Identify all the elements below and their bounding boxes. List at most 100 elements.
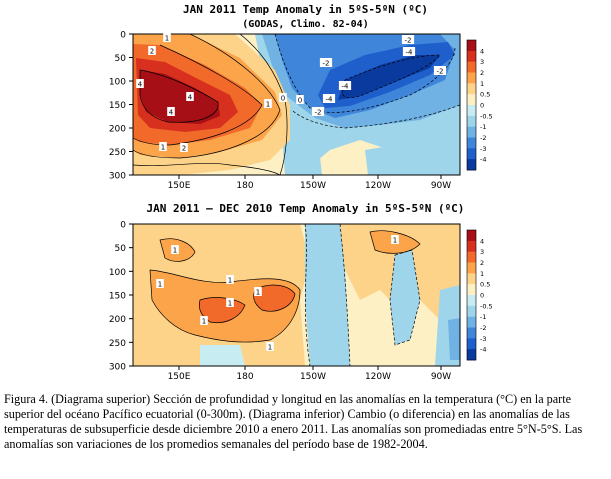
contour-label-bg bbox=[264, 99, 272, 108]
colorbar-tick-label: -4 bbox=[480, 156, 486, 164]
bot-contour-a bbox=[149, 269, 301, 343]
figure-caption: Figura 4. (Diagrama superior) Sección de… bbox=[4, 392, 604, 452]
colorbar-tick-label: -2 bbox=[480, 324, 486, 332]
contour-label-bg bbox=[322, 94, 336, 103]
contour-label: 1 bbox=[256, 289, 260, 297]
bot-contour-h bbox=[389, 249, 421, 346]
colorbar-swatch bbox=[467, 159, 476, 171]
bot-contour-e bbox=[369, 230, 421, 254]
colorbar-swatch bbox=[467, 105, 476, 117]
top-neg4-area bbox=[338, 55, 440, 100]
colorbar-swatch bbox=[467, 284, 476, 296]
contour-label: 1 bbox=[161, 144, 165, 152]
contour-label: -2 bbox=[323, 60, 330, 68]
x-tick-label: 150W bbox=[300, 372, 326, 382]
colorbar-swatch bbox=[467, 115, 476, 128]
colorbar-swatch bbox=[467, 50, 476, 63]
x-tick-label: 180 bbox=[236, 181, 253, 191]
y-tick-label: 50 bbox=[115, 244, 127, 254]
contour-label: 2 bbox=[150, 48, 154, 56]
y-tick-label: 250 bbox=[109, 148, 126, 158]
contour-label: 2 bbox=[182, 145, 186, 153]
colorbar-swatch bbox=[467, 83, 476, 95]
colorbar-swatch bbox=[467, 61, 476, 73]
contour-label-bg bbox=[402, 47, 416, 56]
top-neg-lower2 bbox=[365, 145, 400, 175]
y-tick-label: 150 bbox=[109, 101, 126, 111]
bot-pos2-area2 bbox=[253, 285, 295, 312]
contour-label: 0 bbox=[281, 95, 285, 103]
caption-text: (Diagrama superior) Sección de profundid… bbox=[4, 392, 583, 451]
colorbar-swatch bbox=[467, 305, 476, 318]
contour-label: 4 bbox=[188, 94, 193, 102]
top-contour-m0 bbox=[291, 104, 460, 129]
contour-label-bg bbox=[180, 143, 188, 152]
contour-label-bg bbox=[159, 142, 167, 151]
x-tick-label: 150W bbox=[300, 181, 326, 191]
x-tick-label: 120W bbox=[365, 181, 391, 191]
colorbar-tick-label: -3 bbox=[480, 145, 486, 153]
colorbar-swatch bbox=[467, 327, 476, 339]
bot-contour-b bbox=[198, 297, 246, 324]
y-tick-label: 150 bbox=[109, 292, 126, 302]
contour-label: 1 bbox=[268, 344, 272, 352]
y-tick-label: 200 bbox=[109, 315, 126, 325]
contour-label-bg bbox=[338, 81, 352, 90]
contour-label-bg bbox=[163, 33, 171, 42]
colorbar-swatch bbox=[467, 273, 476, 285]
contour-label-bg bbox=[167, 107, 175, 116]
contour-label-bg bbox=[136, 79, 144, 88]
colorbar-tick-label: 0 bbox=[480, 292, 484, 300]
colorbar-swatch bbox=[467, 126, 476, 138]
contour-label: 1 bbox=[266, 101, 270, 109]
top-contour-2 bbox=[133, 44, 263, 146]
y-tick-label: 200 bbox=[109, 125, 126, 135]
contour-label: 1 bbox=[158, 281, 162, 289]
contour-label-bg bbox=[319, 58, 333, 67]
top-pos4-area bbox=[140, 70, 220, 124]
contour-label: -4 bbox=[406, 49, 414, 57]
x-tick-label: 90W bbox=[431, 181, 451, 191]
colorbar-swatch bbox=[467, 251, 476, 263]
bottom-colorbar: 4 3 2 1 0.5 0 -0.5 -1 -2 -3 -4 bbox=[466, 229, 493, 361]
y-tick-label: 300 bbox=[109, 363, 126, 373]
bot-neg-area4 bbox=[200, 345, 245, 366]
x-tick-label: 90W bbox=[431, 372, 451, 382]
contour-label-bg bbox=[296, 95, 304, 104]
contour-label-bg bbox=[186, 92, 194, 101]
contour-label: -4 bbox=[326, 96, 334, 104]
x-tick-label: 150E bbox=[168, 181, 191, 191]
bot-contour-f bbox=[304, 224, 311, 366]
top-contour-m4 bbox=[341, 54, 441, 99]
colorbar-tick-label: 1 bbox=[480, 270, 484, 278]
colorbar-swatch bbox=[467, 137, 476, 149]
y-tick-label: 300 bbox=[109, 172, 126, 182]
colorbar-tick-label: 0 bbox=[480, 102, 484, 110]
bottom-contour-labels: 1 1 1 1 1 1 1 1 bbox=[156, 235, 399, 352]
y-tick-label: 100 bbox=[109, 268, 126, 278]
top-neg-lower3 bbox=[420, 140, 448, 175]
colorbar-tick-label: 4 bbox=[480, 237, 484, 245]
bot-contour-c bbox=[253, 284, 296, 312]
y-tick-label: 0 bbox=[120, 31, 126, 41]
top-contour-4 bbox=[139, 69, 219, 123]
top-contour-lower1 bbox=[133, 163, 281, 175]
contour-label: -2 bbox=[437, 68, 444, 76]
top-contour-labels: 2 1 4 4 4 1 2 1 0 -2 -4 -2 -4 -2 -4 -2 0 bbox=[136, 33, 447, 153]
colorbar-tick-label: 1 bbox=[480, 80, 484, 88]
colorbar-tick-label: 2 bbox=[480, 259, 484, 267]
contour-label-bg bbox=[279, 93, 287, 102]
contour-label: 1 bbox=[165, 35, 169, 43]
contour-label-bg bbox=[266, 342, 274, 351]
contour-label-bg bbox=[226, 275, 234, 284]
colorbar-tick-label: -0.5 bbox=[480, 112, 493, 120]
colorbar-tick-label: -1 bbox=[480, 123, 486, 131]
contour-label-bg bbox=[200, 316, 208, 325]
colorbar-swatch bbox=[467, 72, 476, 84]
contour-label: -2 bbox=[405, 37, 412, 45]
bottom-heatmap bbox=[133, 224, 460, 366]
colorbar-swatch bbox=[467, 349, 476, 361]
contour-label: -4 bbox=[342, 83, 350, 91]
top-colorbar: 4 3 2 1 0.5 0 -0.5 -1 -2 -3 -4 bbox=[466, 39, 493, 171]
colorbar-tick-label: -3 bbox=[480, 335, 486, 343]
